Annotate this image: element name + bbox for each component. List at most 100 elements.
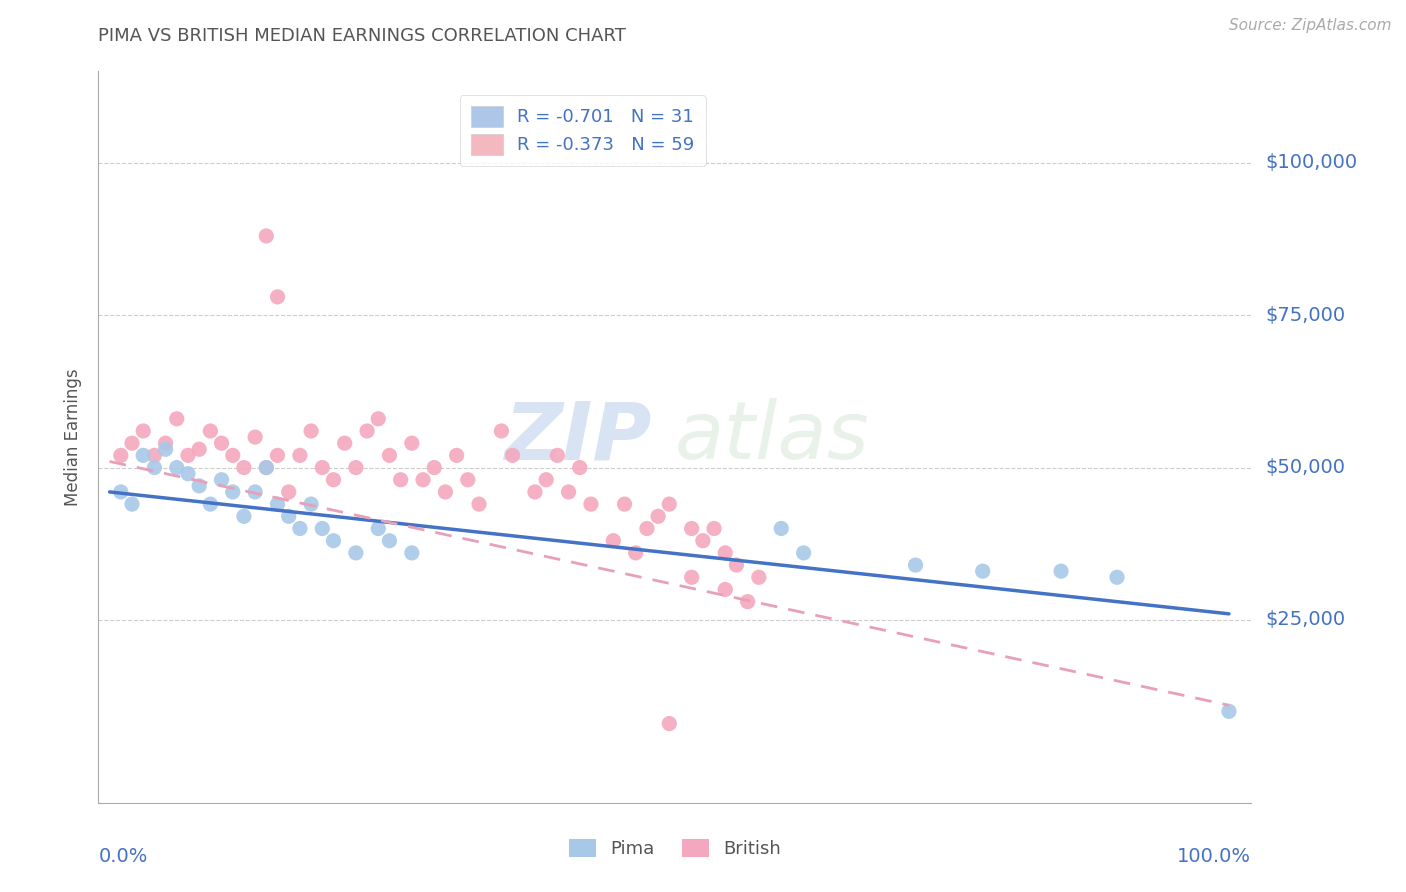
Point [254,228,277,243]
Point [121,497,143,511]
Point [188,442,211,457]
Text: $100,000: $100,000 [1265,153,1357,172]
Point [143,460,166,475]
Text: 100.0%: 100.0% [1177,847,1251,866]
Point [1105,570,1128,584]
Point [401,546,423,560]
Point [188,479,211,493]
Point [254,460,277,475]
Point [333,436,356,450]
Point [378,533,401,548]
Point [166,412,188,426]
Point [143,449,166,463]
Point [356,424,378,438]
Point [155,436,177,450]
Point [177,449,200,463]
Text: Source: ZipAtlas.com: Source: ZipAtlas.com [1229,18,1392,33]
Point [703,521,725,535]
Point [367,412,389,426]
Point [166,460,188,475]
Text: $75,000: $75,000 [1265,306,1346,325]
Point [1218,705,1240,719]
Point [491,424,513,438]
Point [243,430,266,444]
Point [311,521,333,535]
Point [110,485,132,500]
Point [222,485,245,500]
Point [523,485,546,500]
Point [288,521,311,535]
Point [602,533,624,548]
Point [770,521,793,535]
Text: $50,000: $50,000 [1265,458,1346,477]
Point [311,460,333,475]
Point [378,449,401,463]
Text: atlas: atlas [675,398,870,476]
Point [972,564,994,578]
Point [557,485,579,500]
Point [681,521,703,535]
Point [658,716,681,731]
Point [579,497,602,511]
Point [266,290,288,304]
Point [446,449,468,463]
Point [266,497,288,511]
Point [211,436,233,450]
Point [457,473,479,487]
Point [232,460,254,475]
Point [401,436,423,450]
Text: 0.0%: 0.0% [98,847,148,866]
Point [692,533,714,548]
Point [200,424,222,438]
Point [613,497,636,511]
Point [288,449,311,463]
Point [266,449,288,463]
Point [232,509,254,524]
Point [344,546,367,560]
Point [1050,564,1073,578]
Point [322,533,344,548]
Point [636,521,658,535]
Point [200,497,222,511]
Point [155,442,177,457]
Point [277,485,299,500]
Legend: Pima, British: Pima, British [560,830,790,867]
Point [412,473,434,487]
Point [367,521,389,535]
Text: PIMA VS BRITISH MEDIAN EARNINGS CORRELATION CHART: PIMA VS BRITISH MEDIAN EARNINGS CORRELAT… [98,27,626,45]
Point [344,460,367,475]
Point [647,509,669,524]
Point [389,473,412,487]
Point [568,460,591,475]
Point [737,594,759,608]
Point [714,546,737,560]
Point [110,449,132,463]
Point [502,449,524,463]
Point [904,558,927,573]
Point [299,497,322,511]
Point [725,558,748,573]
Point [322,473,344,487]
Point [243,485,266,500]
Point [121,436,143,450]
Point [177,467,200,481]
Point [132,424,155,438]
Point [434,485,457,500]
Point [423,460,446,475]
Point [132,449,155,463]
Point [714,582,737,597]
Point [624,546,647,560]
Point [534,473,557,487]
Point [468,497,491,511]
Point [277,509,299,524]
Point [748,570,770,584]
Point [254,460,277,475]
Point [658,497,681,511]
Point [222,449,245,463]
Point [793,546,815,560]
Point [546,449,568,463]
Point [211,473,233,487]
Text: ZIP: ZIP [505,398,652,476]
Point [681,570,703,584]
Y-axis label: Median Earnings: Median Earnings [65,368,83,506]
